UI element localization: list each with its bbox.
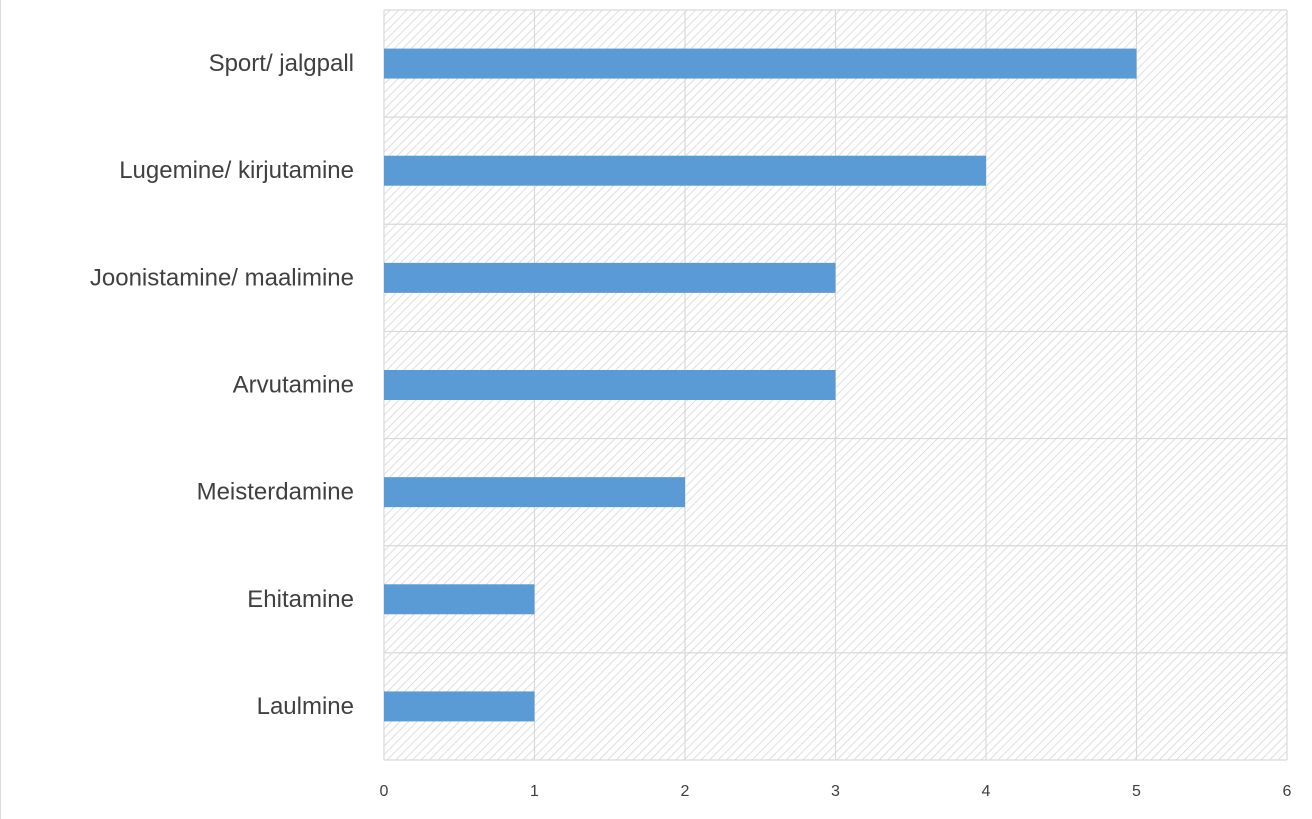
x-tick-label: 6 xyxy=(1283,783,1292,800)
bar-2 xyxy=(384,262,836,293)
category-label: Sport/ jalgpall xyxy=(209,50,354,77)
x-tick-label: 4 xyxy=(982,783,991,800)
x-tick-label: 1 xyxy=(530,783,539,800)
category-labels: Sport/ jalgpall Lugemine/ kirjutamine Joon… xyxy=(90,50,354,720)
bar-1 xyxy=(384,155,986,186)
x-tick-label: 0 xyxy=(380,783,389,800)
category-label: Ehitamine xyxy=(247,586,354,613)
category-label: Joonistamine/ maalimine xyxy=(90,264,354,291)
category-label: Meisterdamine xyxy=(197,479,354,506)
x-tick-label: 5 xyxy=(1132,783,1141,800)
x-tick-label: 2 xyxy=(681,783,690,800)
x-tick-label: 3 xyxy=(831,783,840,800)
bar-0 xyxy=(384,48,1137,79)
gridlines xyxy=(383,9,1288,761)
category-label: Lugemine/ kirjutamine xyxy=(119,157,354,184)
bar-4 xyxy=(384,477,685,508)
x-tick-labels: 0 1 2 3 4 5 6 xyxy=(380,783,1292,800)
bar-5 xyxy=(384,584,535,615)
category-label: Arvutamine xyxy=(233,372,354,399)
bars xyxy=(384,48,1137,722)
bar-6 xyxy=(384,691,535,722)
bar-3 xyxy=(384,370,836,400)
category-label: Laulmine xyxy=(257,693,354,720)
